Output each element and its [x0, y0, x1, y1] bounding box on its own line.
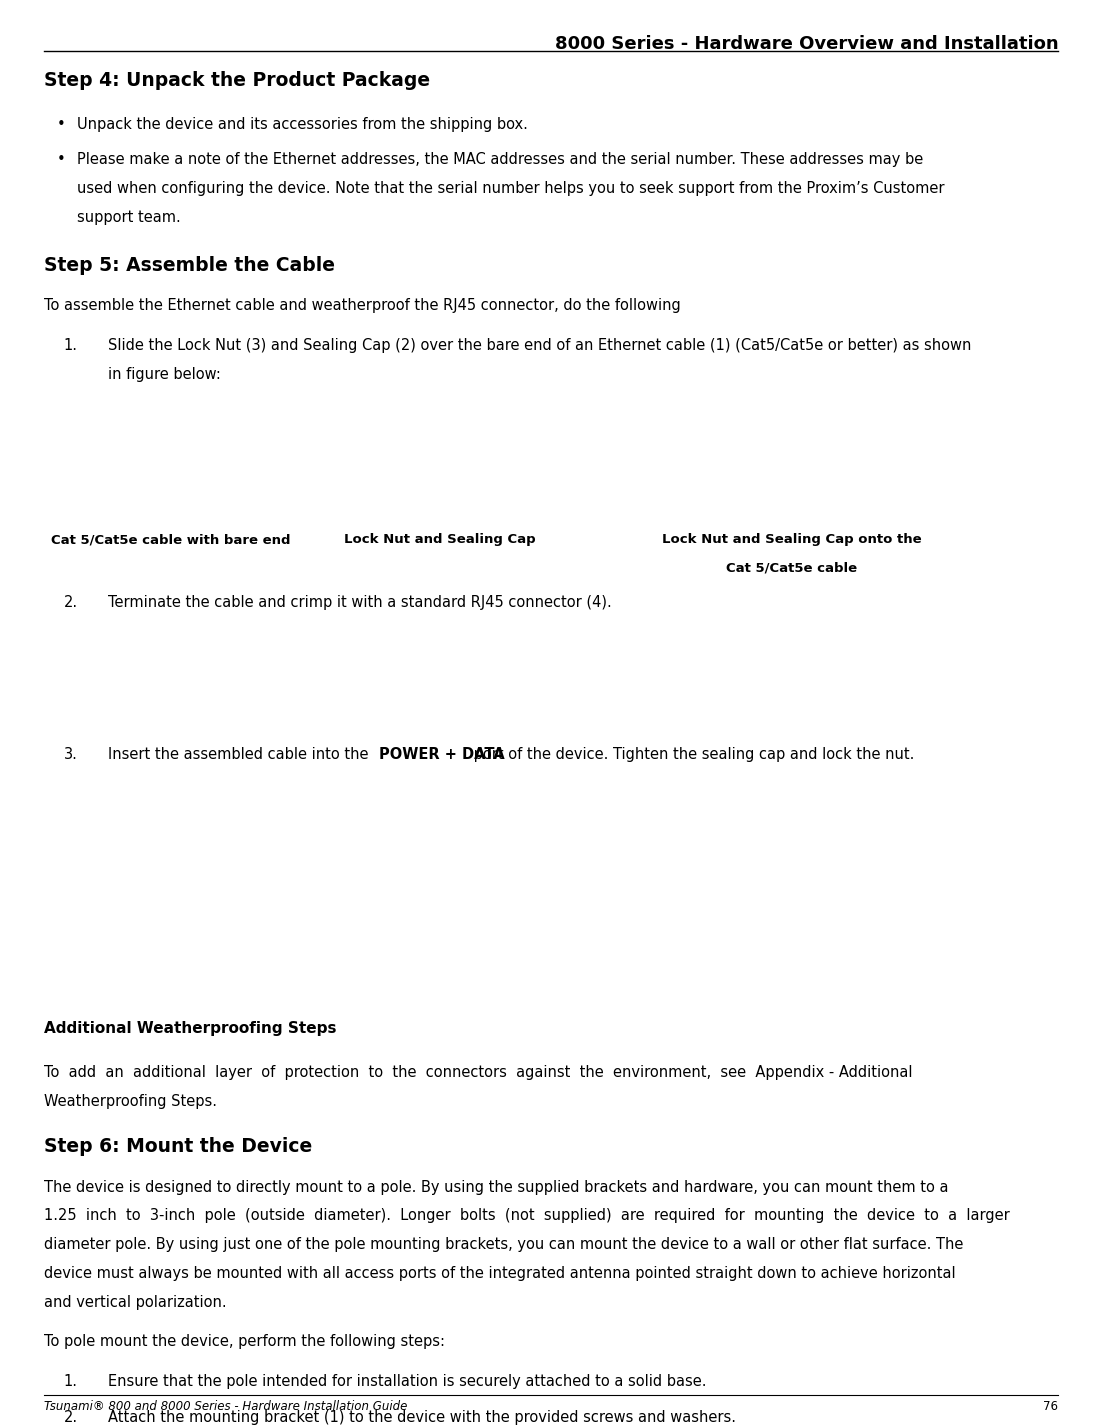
- Text: Insert the assembled cable into the: Insert the assembled cable into the: [108, 747, 373, 761]
- Text: 8000 Series - Hardware Overview and Installation: 8000 Series - Hardware Overview and Inst…: [554, 34, 1058, 53]
- Text: Step 5: Assemble the Cable: Step 5: Assemble the Cable: [44, 255, 336, 275]
- Text: support team.: support team.: [77, 210, 180, 225]
- Text: 3.: 3.: [64, 747, 78, 761]
- Text: •: •: [57, 117, 66, 133]
- Text: Additional Weatherproofing Steps: Additional Weatherproofing Steps: [44, 1021, 337, 1037]
- Text: Step 4: Unpack the Product Package: Step 4: Unpack the Product Package: [44, 71, 430, 90]
- Text: Ensure that the pole intended for installation is securely attached to a solid b: Ensure that the pole intended for instal…: [108, 1375, 706, 1389]
- Text: Cat 5/Cat5e cable: Cat 5/Cat5e cable: [726, 562, 858, 575]
- Text: Attach the mounting bracket (1) to the device with the provided screws and washe: Attach the mounting bracket (1) to the d…: [108, 1410, 736, 1425]
- Text: in figure below:: in figure below:: [108, 366, 221, 382]
- Text: Slide the Lock Nut (3) and Sealing Cap (2) over the bare end of an Ethernet cabl: Slide the Lock Nut (3) and Sealing Cap (…: [108, 338, 971, 354]
- Text: The device is designed to directly mount to a pole. By using the supplied bracke: The device is designed to directly mount…: [44, 1179, 948, 1195]
- Text: To pole mount the device, perform the following steps:: To pole mount the device, perform the fo…: [44, 1335, 446, 1349]
- Text: diameter pole. By using just one of the pole mounting brackets, you can mount th: diameter pole. By using just one of the …: [44, 1238, 964, 1252]
- Text: 1.: 1.: [64, 338, 78, 354]
- Text: •: •: [57, 153, 66, 167]
- Text: 2.: 2.: [64, 1410, 78, 1425]
- Text: To assemble the Ethernet cable and weatherproof the RJ45 connector, do the follo: To assemble the Ethernet cable and weath…: [44, 298, 681, 314]
- Text: and vertical polarization.: and vertical polarization.: [44, 1295, 227, 1309]
- Text: 2.: 2.: [64, 595, 78, 610]
- Text: Please make a note of the Ethernet addresses, the MAC addresses and the serial n: Please make a note of the Ethernet addre…: [77, 153, 923, 167]
- Text: Weatherproofing Steps.: Weatherproofing Steps.: [44, 1094, 217, 1109]
- Text: device must always be mounted with all access ports of the integrated antenna po: device must always be mounted with all a…: [44, 1266, 956, 1281]
- Text: Lock Nut and Sealing Cap: Lock Nut and Sealing Cap: [344, 533, 536, 546]
- Text: Cat 5/Cat5e cable with bare end: Cat 5/Cat5e cable with bare end: [51, 533, 290, 546]
- Text: Terminate the cable and crimp it with a standard RJ45 connector (4).: Terminate the cable and crimp it with a …: [108, 595, 612, 610]
- Text: Lock Nut and Sealing Cap onto the: Lock Nut and Sealing Cap onto the: [662, 533, 922, 546]
- Text: POWER + DATA: POWER + DATA: [379, 747, 505, 761]
- Text: Tsunami® 800 and 8000 Series - Hardware Installation Guide: Tsunami® 800 and 8000 Series - Hardware …: [44, 1400, 407, 1413]
- Text: 1.: 1.: [64, 1375, 78, 1389]
- Text: 76: 76: [1043, 1400, 1058, 1413]
- Text: Step 6: Mount the Device: Step 6: Mount the Device: [44, 1137, 312, 1156]
- Text: 1.25  inch  to  3-inch  pole  (outside  diameter).  Longer  bolts  (not  supplie: 1.25 inch to 3-inch pole (outside diamet…: [44, 1208, 1010, 1224]
- Text: To  add  an  additional  layer  of  protection  to  the  connectors  against  th: To add an additional layer of protection…: [44, 1065, 913, 1081]
- Text: used when configuring the device. Note that the serial number helps you to seek : used when configuring the device. Note t…: [77, 181, 945, 195]
- Text: port of the device. Tighten the sealing cap and lock the nut.: port of the device. Tighten the sealing …: [470, 747, 915, 761]
- Text: Unpack the device and its accessories from the shipping box.: Unpack the device and its accessories fr…: [77, 117, 528, 133]
